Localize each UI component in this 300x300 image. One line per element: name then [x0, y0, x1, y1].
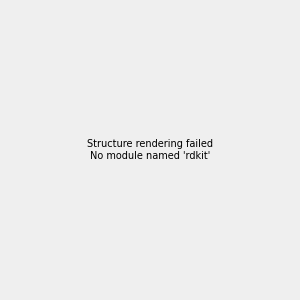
Text: Structure rendering failed
No module named 'rdkit': Structure rendering failed No module nam…	[87, 139, 213, 161]
